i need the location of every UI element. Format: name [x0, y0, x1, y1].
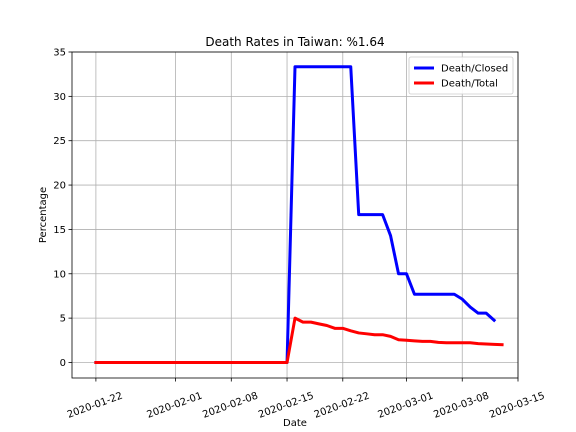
- chart-title: Death Rates in Taiwan: %1.64: [205, 35, 384, 49]
- legend-label: Death/Closed: [441, 64, 508, 75]
- y-axis-label: Percentage: [38, 187, 49, 243]
- plot-frame: [71, 51, 519, 379]
- legend-label: Death/Total: [441, 79, 498, 90]
- y-tick-label: 10: [53, 269, 66, 280]
- y-tick-label: 20: [53, 181, 66, 192]
- series-line-death-closed: [94, 65, 497, 364]
- x-axis-label: Date: [283, 418, 307, 429]
- y-tick-label: 15: [53, 225, 66, 236]
- series-line-death-total: [94, 316, 504, 364]
- y-tick-label: 25: [53, 136, 66, 147]
- series-lines: [94, 65, 504, 364]
- y-tick-label: 0: [60, 358, 66, 369]
- y-tick-label: 30: [53, 92, 66, 103]
- legend-box: [408, 56, 514, 95]
- y-tick-label: 5: [60, 314, 66, 325]
- y-tick-label: 35: [53, 48, 66, 59]
- legend: Death/Closed Death/Total: [408, 56, 514, 95]
